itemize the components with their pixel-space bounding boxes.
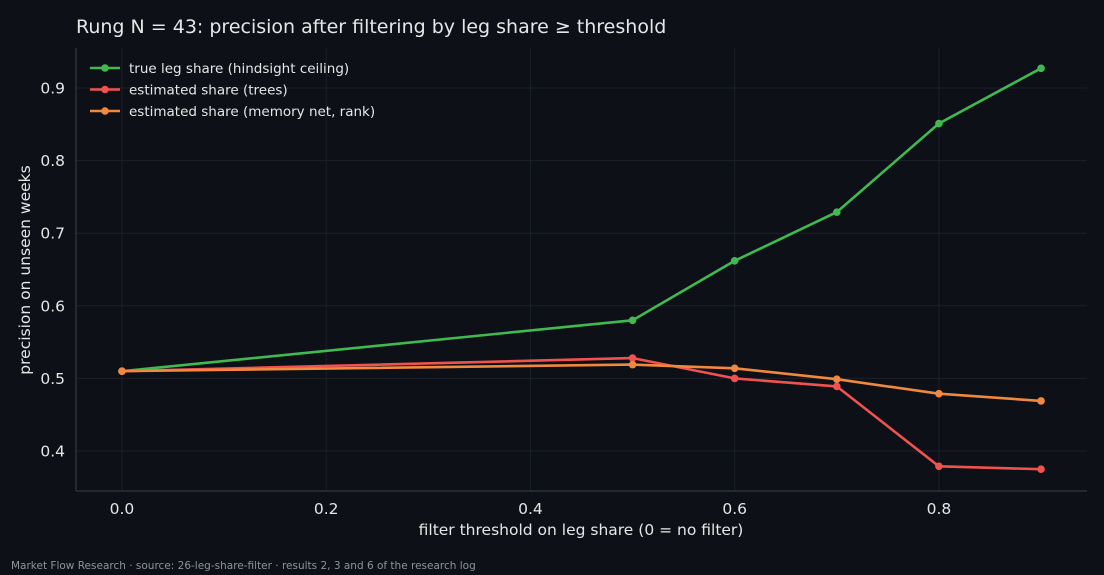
series-3-line [120,363,1043,403]
x-tick-label: 0.2 [314,500,339,518]
chart-title: Rung N = 43: precision after filtering b… [76,16,666,38]
series-2-point [628,354,637,362]
series-3-point [118,367,126,375]
tick-labels: 0.0 0.2 0.4 0.6 0.8 0.4 0.5 0.6 0.7 0.8 0.9 [40,79,951,518]
series-3-point [628,360,637,369]
legend-swatch-marker [101,107,109,115]
series-1-point [628,316,637,325]
series-2-point [730,374,739,383]
series-lines [118,64,1045,474]
series-3-point [1037,397,1045,405]
y-tick-label: 0.5 [40,370,65,388]
x-tick-label: 0.4 [518,500,543,518]
y-tick-label: 0.9 [40,79,65,97]
y-axis-label: precision on unseen weeks [16,165,34,374]
series-1-point [833,208,841,216]
series-2-point [833,382,841,391]
legend-swatch-marker [101,64,109,72]
legend-swatch-marker [101,85,109,94]
legend: true leg share (hindsight ceiling) estima… [90,61,375,120]
series-1-line [120,67,1043,373]
axes [75,48,1087,492]
grid-lines [76,48,1087,491]
series-1-point [730,256,739,265]
series-3-point [935,389,943,398]
x-tick-label: 0.8 [927,500,952,518]
series-2-point [935,462,943,471]
y-tick-label: 0.8 [40,152,65,170]
series-3-point [730,364,739,373]
x-tick-label: 0.0 [110,500,135,518]
series-1-point [935,119,943,128]
legend-label: estimated share (memory net, rank) [129,104,375,120]
x-tick-label: 0.6 [722,500,747,518]
y-tick-label: 0.4 [40,443,65,461]
footer-source-note: Market Flow Research · source: 26-leg-sh… [11,560,476,572]
series-2-point [1037,465,1045,474]
series-3-point [833,375,841,383]
legend-label: true leg share (hindsight ceiling) [129,61,349,77]
x-axis-label: filter threshold on leg share (0 = no fi… [419,521,744,539]
legend-label: estimated share (trees) [129,83,288,99]
y-tick-label: 0.7 [40,225,65,243]
series-2-line [120,356,1043,471]
series-1-point [1037,64,1045,73]
y-tick-label: 0.6 [40,297,65,315]
